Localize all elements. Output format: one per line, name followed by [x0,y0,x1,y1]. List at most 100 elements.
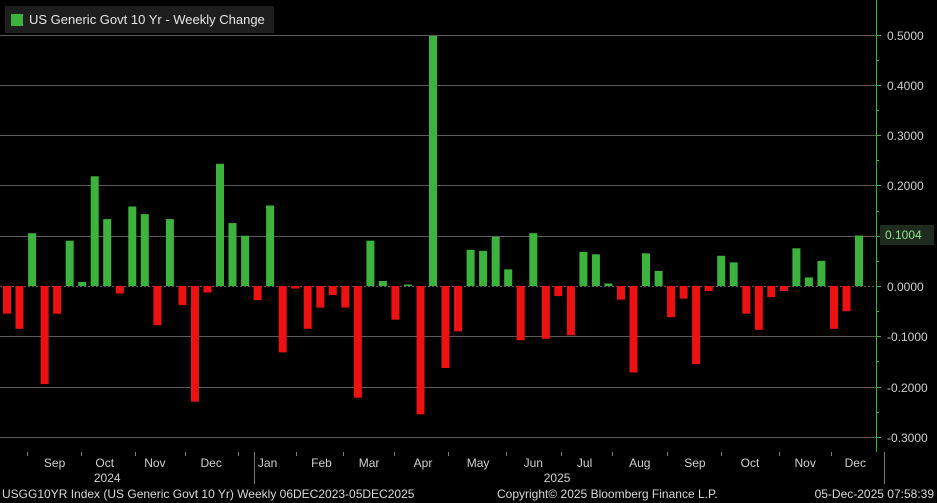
bar-week-46 [566,286,575,336]
bar-week-66 [817,260,826,287]
bar-week-42 [516,286,525,341]
bar-week-6 [65,240,74,286]
bar-week-49 [604,283,613,286]
bar-week-2 [15,286,24,329]
bar-week-41 [504,269,513,286]
bar-week-21 [253,286,262,301]
month-label-sep: Sep [684,456,706,470]
month-separators [27,452,885,484]
bar-week-9 [103,219,112,286]
y-tick-label-1: 0.4000 [887,79,924,93]
month-label-nov: Nov [144,456,165,470]
bar-week-33 [404,284,412,286]
bar-week-31 [378,281,387,286]
bar-week-32 [391,286,400,320]
bar-week-18 [216,163,224,286]
bar-week-36 [441,286,450,368]
y-tick-label-6: -0.1000 [887,330,928,344]
bar-week-69 [855,235,863,286]
month-label-apr: Apr [414,456,433,470]
month-label-sep: Sep [44,456,66,470]
bar-week-35 [429,36,437,286]
bar-week-38 [466,249,475,286]
bar-week-34 [416,286,425,415]
bar-week-11 [128,206,137,286]
bar-week-5 [53,286,62,314]
bar-week-39 [479,250,488,286]
bar-week-25 [303,286,312,329]
bar-week-55 [679,286,688,299]
bar-week-57 [704,286,713,291]
bar-week-12 [140,214,149,286]
bar-week-62 [767,286,776,298]
bar-week-29 [353,286,362,398]
month-label-oct: Oct [95,456,114,470]
bar-week-1 [3,286,11,314]
bar-week-59 [729,262,738,286]
bar-week-40 [491,236,500,286]
bar-week-19 [228,223,237,286]
legend-swatch [11,13,23,26]
bar-week-65 [804,277,813,286]
y-tick-label-0: 0.5000 [887,29,924,43]
bar-week-16 [190,286,199,402]
year-label-2024: 2024 [94,471,121,485]
month-label-dec: Dec [845,456,866,470]
bar-week-22 [266,205,275,286]
bar-week-37 [454,286,463,332]
timestamp: 05-Dec-2025 07:58:39 [814,487,934,501]
legend: US Generic Govt 10 Yr - Weekly Change [5,6,274,33]
bar-week-63 [779,286,788,291]
bar-week-43 [529,233,538,286]
bar-series [3,36,863,415]
bar-week-68 [842,286,851,312]
bar-week-53 [654,270,663,286]
month-label-jun: Jun [524,456,543,470]
bar-week-10 [115,286,124,294]
current-value-badge: 0.1004 [880,225,934,245]
bar-week-54 [667,286,676,318]
bar-week-64 [792,248,801,286]
bar-week-14 [165,219,174,286]
month-label-nov: Nov [795,456,816,470]
bar-week-7 [78,282,87,286]
month-label-aug: Aug [629,456,650,470]
bar-week-45 [554,286,563,297]
bar-week-47 [579,251,588,286]
month-label-may: May [467,456,490,470]
x-axis: Sep Oct Nov Dec Jan Feb Mar Apr May Jun Jul Aug Sep O… [44,456,866,485]
bar-week-27 [328,286,337,296]
index-description: USGG10YR Index (US Generic Govt 10 Yr) W… [2,487,415,501]
bar-week-58 [717,255,726,286]
bar-week-26 [316,286,325,308]
bar-week-67 [830,286,838,329]
bar-week-51 [629,286,638,373]
copyright-notice: Copyright© 2025 Bloomberg Finance L.P. [497,487,718,501]
bar-week-52 [642,253,650,286]
y-tick-label-2: 0.3000 [887,129,924,143]
bar-week-56 [692,286,701,364]
month-label-mar: Mar [359,456,380,470]
bar-week-17 [203,286,212,293]
legend-label: US Generic Govt 10 Yr - Weekly Change [29,12,265,27]
month-label-dec: Dec [201,456,222,470]
bar-week-60 [742,286,751,314]
bar-week-8 [90,176,99,286]
bar-week-48 [591,254,600,286]
bar-week-24 [291,286,300,289]
y-tick-label-5: 0.0000 [887,280,924,294]
year-label-2025: 2025 [544,471,571,485]
y-tick-label-3: 0.2000 [887,179,924,193]
bar-week-28 [341,286,350,308]
bar-week-4 [40,286,49,385]
month-label-jul: Jul [577,456,592,470]
month-label-oct: Oct [741,456,760,470]
y-tick-label-7: -0.2000 [887,381,928,395]
bar-week-13 [153,286,162,326]
bar-week-30 [366,240,375,286]
month-label-jan: Jan [258,456,277,470]
bar-week-3 [28,233,37,286]
bar-week-61 [754,286,763,330]
month-label-feb: Feb [311,456,332,470]
